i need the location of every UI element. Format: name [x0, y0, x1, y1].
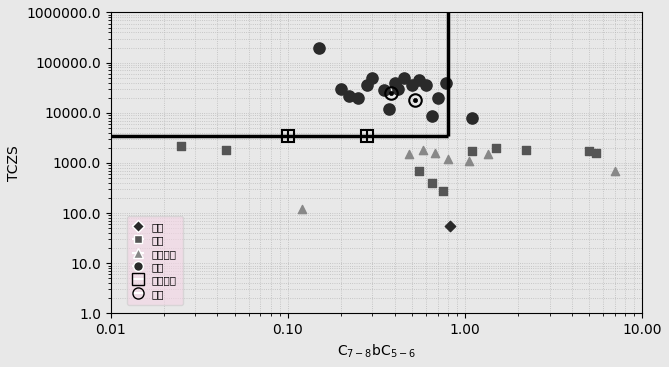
Point — [413, 77, 424, 83]
Point — [427, 113, 438, 119]
Point — [583, 148, 594, 154]
Point — [438, 189, 448, 195]
Y-axis label: TCZS: TCZS — [7, 145, 21, 181]
Point — [379, 87, 389, 93]
Point — [464, 158, 474, 164]
Point — [491, 145, 502, 151]
Point — [314, 44, 324, 50]
Point — [420, 83, 431, 88]
Point — [520, 147, 531, 153]
Legend: 干层, 水层, 含油水层, 油层, 油水同层, 气层: 干层, 水层, 含油水层, 油层, 油水同层, 气层 — [126, 216, 183, 305]
Point — [221, 147, 232, 153]
Point — [413, 168, 424, 174]
Point — [430, 150, 441, 156]
Point — [296, 206, 307, 212]
Point — [383, 106, 394, 112]
Point — [343, 92, 354, 98]
Point — [336, 86, 347, 92]
Point — [443, 156, 454, 162]
Point — [467, 115, 478, 120]
Point — [444, 223, 455, 229]
Point — [609, 168, 620, 174]
Point — [427, 180, 438, 186]
Point — [398, 75, 409, 81]
Point — [407, 83, 417, 88]
Point — [353, 95, 364, 101]
Point — [483, 151, 494, 157]
Point — [367, 75, 378, 81]
Point — [418, 147, 429, 153]
Point — [176, 143, 187, 149]
Point — [432, 95, 443, 101]
Point — [467, 148, 478, 154]
Point — [403, 151, 414, 157]
Point — [591, 150, 601, 156]
Point — [441, 80, 452, 86]
Point — [393, 86, 403, 92]
Point — [362, 83, 373, 88]
X-axis label: C$_{7-8}$bC$_{5-6}$: C$_{7-8}$bC$_{5-6}$ — [337, 343, 416, 360]
Point — [389, 80, 400, 86]
